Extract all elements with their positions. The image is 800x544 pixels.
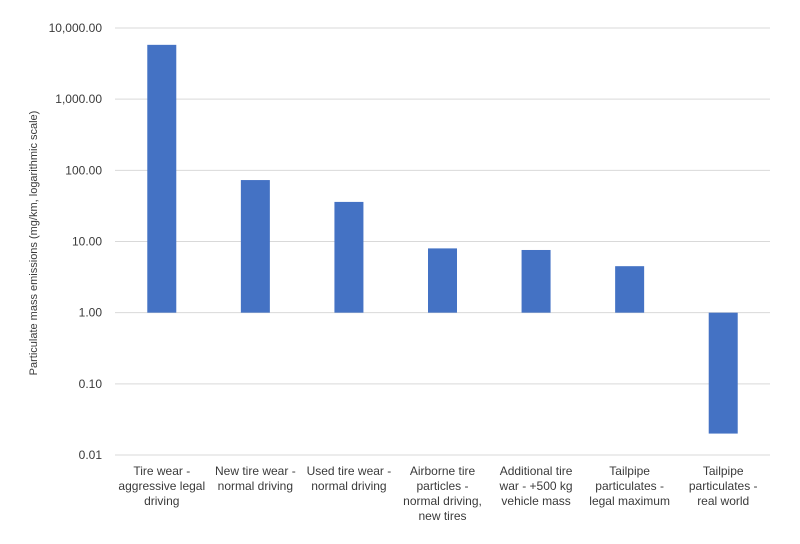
y-tick-label: 10.00	[72, 235, 102, 249]
x-tick-label: Airborne tire particles -normal driving, n…	[403, 464, 482, 523]
bar	[240, 180, 270, 313]
x-tick-labels: Tire wear -aggressive legal driving New ti…	[118, 464, 757, 523]
y-axis-label: Particulate mass emissions (mg/km, logar…	[28, 111, 40, 376]
bar	[615, 266, 645, 313]
x-tick-label: Used tire wear -normal driving	[307, 464, 392, 493]
bar	[521, 249, 551, 313]
y-tick-labels: 10,000.00 1,000.00 100.00 10.00 1.00 0.10 0.01	[49, 21, 103, 462]
y-tick-label: 1,000.00	[55, 92, 102, 106]
bar	[428, 248, 457, 313]
y-tick-label: 0.10	[79, 377, 103, 391]
y-tick-label: 1.00	[79, 306, 103, 320]
y-tick-label: 100.00	[65, 163, 102, 177]
y-tick-label: 0.01	[79, 448, 103, 462]
bar	[147, 44, 177, 313]
x-tick-label: Tailpipe particulates -legal maximum	[589, 464, 670, 508]
x-tick-label: Tailpipe particulates -real world	[689, 464, 758, 508]
x-tick-label: New tire wear -normal driving	[215, 464, 296, 493]
bars	[147, 44, 738, 434]
x-tick-label: Additional tire war - +500 kg vehicle mass	[499, 464, 573, 508]
bar	[708, 312, 738, 434]
gridlines	[115, 27, 770, 456]
x-tick-label: Tire wear -aggressive legal driving	[118, 464, 205, 508]
y-tick-label: 10,000.00	[49, 21, 103, 35]
bar	[334, 201, 364, 313]
